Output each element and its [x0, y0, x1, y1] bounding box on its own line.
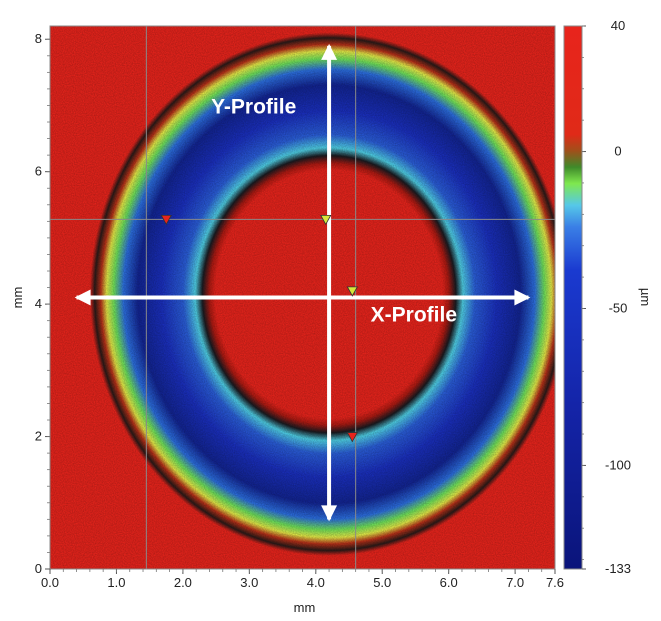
y-tick-label: 0 — [35, 561, 42, 576]
x-tick-label: 0.0 — [41, 575, 59, 590]
y-profile-label: Y-Profile — [211, 95, 296, 118]
y-axis-title: mm — [10, 287, 25, 309]
x-tick-label: 7.6 — [546, 575, 564, 590]
colorbar-tick-label: 40 — [611, 18, 625, 33]
x-tick-label: 1.0 — [107, 575, 125, 590]
cursor-marker — [160, 214, 172, 226]
colorbar-tick-label: 0 — [614, 144, 621, 159]
arrowhead-bottom — [321, 505, 338, 522]
cursor-markers — [160, 214, 359, 443]
colorbar-tick-label: -133 — [605, 561, 631, 576]
y-axis: 0 2 4 6 8 — [35, 31, 50, 576]
x-tick-label: 4.0 — [307, 575, 325, 590]
y-profile-arrow: Y-Profile — [211, 43, 338, 522]
arrowhead-right — [514, 289, 531, 306]
x-tick-label: 2.0 — [174, 575, 192, 590]
cursor-marker — [320, 214, 332, 226]
colorbar-tick-label: -50 — [609, 300, 628, 315]
plot-area: Y-Profile X-Profile — [50, 26, 555, 569]
cursor-marker — [346, 432, 359, 443]
y-tick-label: 4 — [35, 296, 42, 311]
y-tick-label: 2 — [35, 429, 42, 444]
x-profile-label: X-Profile — [371, 304, 457, 327]
colorbar-tick-label: -100 — [605, 457, 631, 472]
colorbar-unit-label: µm — [638, 288, 653, 306]
x-axis-title: mm — [294, 600, 316, 615]
colorbar-ticks: 40 0 -50 -100 -133 — [582, 18, 631, 576]
colorbar-scale — [563, 25, 583, 570]
arrowhead-left — [74, 289, 91, 306]
x-tick-label: 5.0 — [373, 575, 391, 590]
arrowhead-top — [321, 43, 338, 60]
y-tick-label: 8 — [35, 31, 42, 46]
cursor-marker — [346, 286, 359, 297]
x-tick-label: 3.0 — [240, 575, 258, 590]
y-tick-label: 6 — [35, 164, 42, 179]
x-profile-arrow: X-Profile — [74, 289, 531, 327]
x-tick-label: 6.0 — [440, 575, 458, 590]
profile-overlays: Y-Profile X-Profile — [74, 43, 531, 522]
colorbar: 40 0 -50 -100 -133 µm — [563, 18, 653, 576]
x-tick-label: 7.0 — [506, 575, 524, 590]
x-axis: 0.0 1.0 2.0 3.0 4.0 5.0 6.0 7.0 7.6 — [41, 569, 564, 590]
